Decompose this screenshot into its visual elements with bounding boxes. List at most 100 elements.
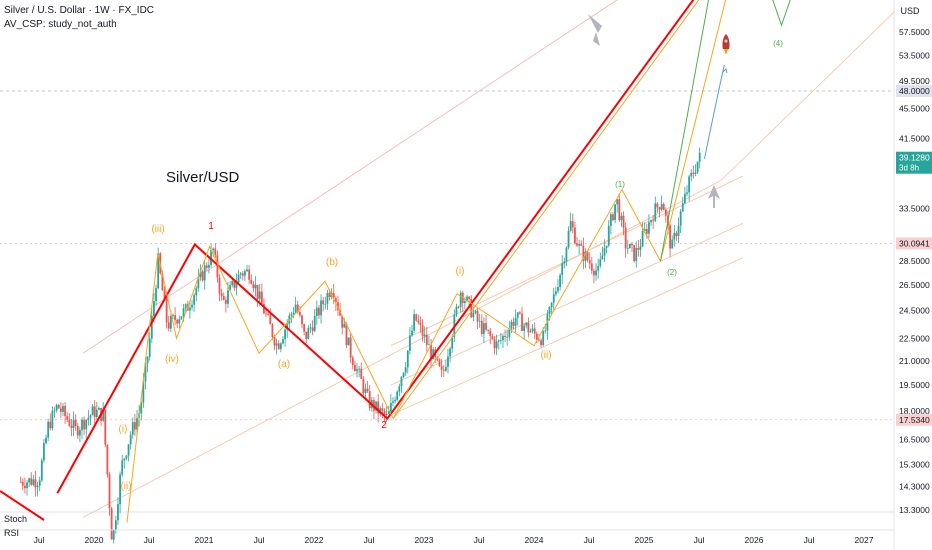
candle	[417, 314, 420, 325]
candle-body	[548, 307, 551, 315]
candle-body	[683, 193, 686, 204]
candle-body	[485, 323, 487, 330]
candle-body	[696, 161, 699, 173]
candle	[43, 439, 45, 463]
candle	[349, 332, 352, 364]
candle	[590, 256, 593, 274]
candle	[540, 338, 542, 348]
projection-arrowhead	[722, 68, 728, 74]
candle	[599, 252, 602, 269]
candle-body	[112, 529, 115, 540]
candle-body	[87, 417, 90, 421]
chart-title: Silver / U.S. Dollar · 1W · FX_IDC	[4, 5, 155, 16]
candle-body	[483, 323, 485, 334]
candle-body	[563, 261, 566, 264]
candle-body	[305, 331, 308, 340]
candle	[117, 497, 119, 525]
candle-body	[430, 344, 432, 359]
candle-body	[491, 336, 494, 339]
candle	[620, 212, 623, 227]
candle	[87, 409, 90, 426]
candle-body	[318, 307, 320, 316]
candle	[59, 402, 62, 418]
candle-body	[246, 269, 248, 272]
candle-body	[263, 303, 265, 314]
candle-body	[535, 333, 538, 340]
candle-body	[214, 248, 217, 256]
candle-body	[641, 231, 644, 247]
candle-body	[32, 479, 35, 485]
candle	[480, 314, 483, 337]
rsi-pane-label: RSI	[4, 528, 20, 538]
candle-body	[508, 328, 511, 337]
candle-body	[470, 298, 473, 318]
candle-body	[459, 292, 462, 308]
candle	[125, 454, 128, 461]
candle	[358, 366, 361, 378]
candle	[669, 221, 671, 257]
price-tag-label: 48.0000	[899, 86, 930, 96]
candle	[487, 329, 490, 335]
price-tick-label: 21.0000	[899, 356, 930, 366]
candle-body	[504, 335, 506, 338]
wave-lines	[0, 0, 791, 523]
time-tick-label: Jul	[694, 535, 705, 545]
candle	[197, 268, 200, 292]
candle	[442, 364, 445, 377]
candle-body	[237, 274, 240, 283]
candle	[292, 307, 295, 319]
candle	[546, 309, 549, 340]
price-tick-label: 49.5000	[899, 76, 930, 86]
candle-body	[117, 504, 119, 521]
candle-body	[38, 480, 41, 486]
candle-body	[514, 317, 517, 326]
candle	[394, 396, 396, 404]
candle-body	[239, 273, 242, 275]
candle	[637, 240, 640, 257]
candle	[491, 333, 494, 341]
candle	[246, 265, 248, 273]
price-axis[interactable]: USD 57.5000 53.5000 49.5000 45.5000 41.5000 33…	[895, 0, 932, 550]
candle	[614, 204, 616, 224]
candle	[671, 235, 674, 249]
candle-body	[267, 313, 270, 315]
wave-label: 2	[381, 420, 387, 431]
candle	[694, 164, 697, 177]
candle-body	[516, 312, 519, 318]
candle-body	[339, 310, 341, 316]
candle	[474, 309, 477, 315]
candle-body	[544, 330, 547, 332]
candle-body	[208, 264, 210, 268]
candle-body	[385, 413, 388, 416]
candle-body	[53, 410, 56, 412]
candle	[423, 326, 426, 344]
candle	[366, 380, 369, 394]
candle-body	[284, 329, 286, 340]
arrows	[588, 14, 730, 208]
time-tick-label: 2021	[195, 535, 214, 545]
time-axis[interactable]: Jul 2020 Jul 2021 Jul 2022 Jul 2023 Jul 2024 Jul 20…	[0, 529, 894, 545]
candle	[428, 335, 430, 346]
candle	[127, 444, 130, 462]
candle	[235, 273, 238, 296]
candle	[176, 318, 179, 329]
candle	[277, 340, 280, 350]
candle	[28, 477, 31, 488]
candle	[81, 417, 83, 440]
candle	[252, 280, 255, 293]
candle-body	[440, 365, 443, 370]
candle-body	[495, 341, 498, 349]
time-tick-label: Jul	[34, 535, 45, 545]
candle-body	[502, 335, 504, 341]
time-tick-label: Jul	[254, 535, 265, 545]
candle	[561, 255, 564, 285]
candle	[70, 418, 73, 437]
candle-body	[153, 301, 155, 316]
impulse-line	[56, 0, 695, 494]
candle-body	[133, 422, 136, 430]
candle-body	[250, 279, 253, 284]
candle-body	[383, 410, 386, 416]
candle-body	[78, 430, 81, 436]
